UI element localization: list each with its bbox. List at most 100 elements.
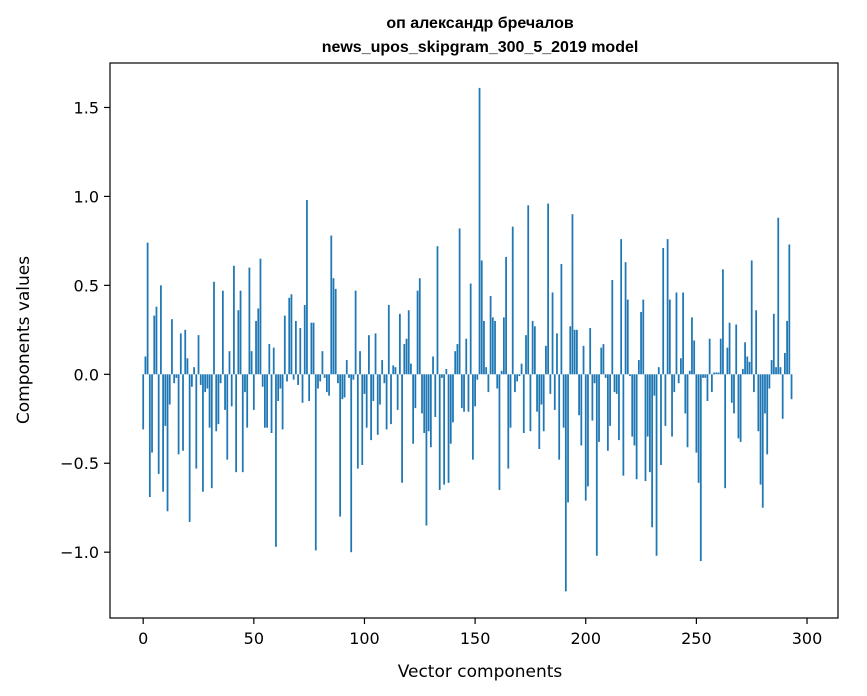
bar-component-283 [768, 374, 771, 389]
bar-component-231 [653, 374, 656, 396]
bar-component-226 [642, 299, 645, 375]
bar-component-146 [465, 338, 468, 375]
bar-component-245 [684, 374, 687, 414]
bar-component-215 [618, 374, 620, 441]
bar-component-172 [522, 374, 525, 433]
bar-component-46 [244, 374, 246, 393]
bar-component-212 [611, 280, 614, 375]
bar-component-203 [591, 374, 594, 421]
bar-component-201 [587, 374, 589, 487]
bar-component-156 [487, 374, 490, 393]
bar-component-182 [545, 345, 547, 375]
bar-component-93 [348, 374, 350, 378]
bar-component-76 [310, 322, 313, 375]
y-axis-ticks: −1.0 −0.5 0.0 0.5 1.0 1.5 [60, 98, 110, 562]
bar-component-115 [396, 374, 399, 410]
bar-component-117 [401, 374, 403, 483]
bar-component-98 [359, 351, 361, 375]
bar-component-237 [666, 239, 669, 375]
bar-component-42 [235, 374, 238, 473]
bar-component-276 [753, 374, 755, 393]
bar-component-106 [376, 374, 379, 435]
bar-component-189 [560, 264, 563, 375]
bar-component-154 [483, 320, 485, 375]
bar-component-75 [308, 374, 311, 401]
bar-component-135 [441, 374, 443, 378]
bar-component-163 [502, 317, 505, 375]
bar-component-80 [319, 374, 322, 382]
bar-component-205 [595, 374, 598, 556]
bar-component-218 [624, 262, 627, 375]
bar-component-29 [206, 374, 209, 389]
bar-component-236 [664, 374, 667, 426]
x-axis-ticks: 0 50 100 150 200 250 300 [138, 618, 822, 648]
bar-component-223 [635, 374, 638, 480]
bar-component-225 [640, 312, 642, 375]
bar-component-268 [735, 324, 738, 375]
bar-component-110 [385, 374, 388, 430]
bar-component-174 [527, 205, 530, 375]
bar-component-214 [615, 374, 618, 394]
bar-component-180 [540, 374, 543, 405]
bar-component-271 [741, 368, 744, 375]
bar-component-270 [739, 374, 742, 442]
bar-component-234 [660, 374, 662, 466]
bar-component-131 [432, 356, 434, 375]
bar-component-107 [379, 374, 381, 405]
bar-component-171 [520, 363, 523, 375]
bar-component-274 [748, 361, 751, 375]
bar-component-141 [454, 351, 457, 375]
bar-component-173 [525, 335, 527, 375]
bar-component-191 [564, 374, 567, 592]
bar-component-26 [199, 374, 202, 385]
bar-component-130 [429, 374, 432, 448]
bar-component-16 [177, 374, 180, 455]
y-tick-label: 0.5 [74, 276, 99, 295]
bar-component-159 [494, 320, 496, 375]
bar-component-71 [299, 328, 302, 375]
bar-component-55 [264, 374, 266, 428]
bar-component-139 [449, 374, 452, 444]
bar-component-219 [626, 299, 629, 375]
bar-component-257 [710, 374, 713, 393]
bar-component-188 [558, 374, 561, 460]
bar-component-164 [505, 256, 507, 375]
bar-component-59 [272, 347, 275, 375]
bar-component-13 [171, 319, 173, 375]
bar-component-253 [702, 374, 704, 378]
bar-component-6 [155, 306, 158, 375]
bar-component-198 [580, 374, 583, 446]
bar-component-246 [686, 374, 689, 448]
bar-component-134 [438, 374, 441, 490]
bar-component-33 [215, 374, 218, 432]
bar-component-73 [303, 304, 306, 375]
bar-component-78 [314, 374, 317, 551]
bar-component-243 [680, 358, 682, 375]
bar-component-0 [142, 374, 145, 430]
bar-component-34 [217, 374, 220, 425]
bar-component-292 [788, 244, 791, 375]
bar-component-101 [365, 374, 368, 428]
bar-component-185 [551, 292, 554, 375]
bar-component-124 [416, 290, 419, 375]
bar-component-204 [593, 374, 596, 384]
bar-component-291 [786, 320, 788, 375]
bar-component-119 [405, 338, 408, 375]
bar-component-72 [301, 374, 304, 403]
bar-component-166 [509, 374, 512, 428]
bar-component-36 [221, 290, 224, 375]
bar-component-63 [281, 374, 284, 430]
bar-component-37 [224, 374, 226, 410]
bar-component-19 [184, 329, 187, 375]
bar-component-222 [633, 374, 636, 446]
bar-component-147 [467, 374, 470, 412]
bar-component-35 [219, 374, 222, 384]
bar-component-8 [160, 285, 162, 375]
bar-component-167 [511, 226, 514, 375]
bar-component-22 [190, 374, 193, 387]
bar-component-239 [671, 374, 673, 437]
bar-component-68 [292, 374, 295, 380]
bar-component-97 [356, 374, 359, 469]
bar-component-123 [414, 374, 417, 409]
bar-component-161 [498, 374, 501, 490]
